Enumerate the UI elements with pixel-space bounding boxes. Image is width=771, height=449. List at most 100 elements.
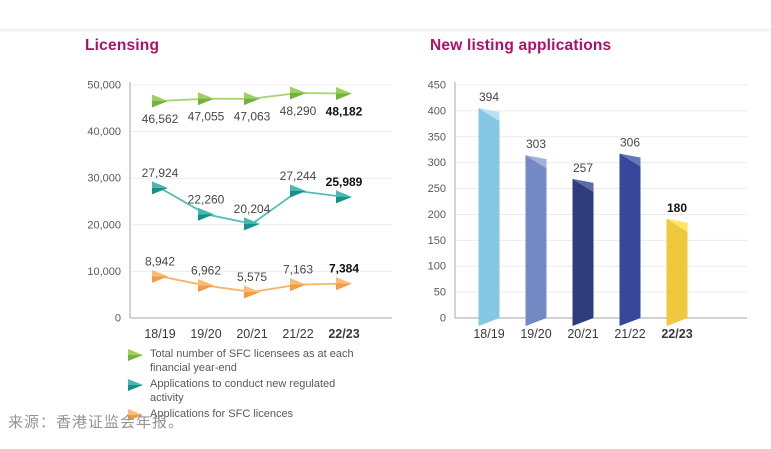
bar bbox=[666, 218, 688, 326]
card-top-divider bbox=[0, 29, 771, 32]
licensing-legend: Total number of SFC licensees as at each… bbox=[128, 348, 370, 422]
y-tick-label: 50,000 bbox=[87, 80, 121, 92]
triangle-marker-icon bbox=[336, 283, 352, 291]
x-axis-label: 22/23 bbox=[328, 327, 359, 341]
legend-item-label: Total number of SFC licensees as at each… bbox=[150, 348, 354, 374]
bar-value-label: 394 bbox=[479, 90, 499, 104]
x-axis-label: 19/20 bbox=[190, 327, 221, 341]
point-value-label: 27,924 bbox=[142, 166, 179, 180]
bar-top-face bbox=[619, 153, 641, 167]
triangle-marker-icon bbox=[290, 278, 306, 285]
triangle-marker-icon bbox=[336, 86, 352, 94]
bar-value-label: 303 bbox=[526, 137, 546, 151]
y-tick-label: 0 bbox=[440, 313, 446, 325]
y-tick-label: 400 bbox=[428, 105, 446, 117]
point-value-label: 25,989 bbox=[326, 175, 363, 189]
x-axis-label: 22/23 bbox=[661, 327, 692, 341]
point-value-label: 46,562 bbox=[142, 112, 179, 126]
triangle-marker-icon bbox=[336, 277, 352, 284]
x-axis-label: 21/22 bbox=[282, 327, 313, 341]
y-tick-label: 150 bbox=[428, 235, 446, 247]
bar-top-face bbox=[572, 178, 594, 192]
triangle-marker-icon bbox=[152, 276, 168, 283]
bar bbox=[525, 155, 547, 326]
y-tick-label: 20,000 bbox=[87, 219, 121, 231]
listing-chart-title: New listing applications bbox=[430, 37, 612, 54]
point-value-label: 48,290 bbox=[280, 104, 317, 118]
x-axis-label: 19/20 bbox=[520, 327, 551, 341]
triangle-marker-icon bbox=[198, 214, 214, 221]
bar-top-face bbox=[525, 155, 547, 169]
bar bbox=[478, 107, 500, 327]
triangle-marker-icon bbox=[128, 379, 143, 391]
legend-item-licensees: Total number of SFC licensees as at each… bbox=[128, 348, 370, 375]
point-value-label: 7,384 bbox=[329, 262, 359, 276]
bar-top-face bbox=[666, 218, 688, 232]
y-tick-label: 350 bbox=[428, 131, 446, 143]
y-tick-label: 30,000 bbox=[87, 173, 121, 185]
triangle-marker-icon bbox=[336, 196, 352, 204]
triangle-marker-icon bbox=[198, 279, 214, 286]
point-value-label: 8,942 bbox=[145, 254, 175, 268]
legend-item-label: Applications to conduct new regulated ac… bbox=[150, 378, 336, 404]
triangle-marker-icon bbox=[290, 92, 306, 100]
bar bbox=[572, 178, 594, 326]
triangle-marker-icon bbox=[128, 349, 143, 361]
point-value-label: 7,163 bbox=[283, 263, 313, 277]
bar-top-face bbox=[478, 107, 500, 121]
y-tick-label: 200 bbox=[428, 209, 446, 221]
triangle-marker-icon bbox=[152, 101, 168, 108]
point-value-label: 47,063 bbox=[234, 110, 271, 124]
legend-item-label: Applications for SFC licences bbox=[150, 408, 294, 420]
point-value-label: 48,182 bbox=[326, 104, 363, 118]
triangle-marker-icon bbox=[290, 86, 306, 93]
triangle-marker-icon bbox=[244, 292, 260, 299]
triangle-marker-icon bbox=[152, 187, 168, 195]
triangle-marker-icon bbox=[198, 98, 214, 106]
licensing-chart-title: Licensing bbox=[85, 37, 160, 54]
legend-item-sfc-licences: Applications for SFC licences bbox=[128, 408, 370, 422]
bar-value-label: 257 bbox=[573, 161, 593, 175]
x-axis-label: 21/22 bbox=[614, 327, 645, 341]
triangle-marker-icon bbox=[244, 98, 260, 106]
x-axis-label: 18/19 bbox=[473, 327, 504, 341]
x-axis-label: 18/19 bbox=[144, 327, 175, 341]
triangle-marker-icon bbox=[198, 92, 214, 99]
source-note: 来源：香港证监会年报。 bbox=[8, 414, 185, 431]
triangle-marker-icon bbox=[152, 94, 168, 102]
triangle-marker-icon bbox=[244, 285, 260, 293]
y-tick-label: 50 bbox=[434, 287, 446, 299]
triangle-marker-icon bbox=[152, 269, 168, 277]
y-tick-label: 450 bbox=[428, 80, 446, 92]
x-axis-label: 20/21 bbox=[236, 327, 267, 341]
triangle-marker-icon bbox=[290, 184, 306, 192]
y-tick-label: 300 bbox=[428, 157, 446, 169]
bar bbox=[619, 153, 641, 326]
triangle-marker-icon bbox=[244, 92, 260, 99]
y-tick-label: 40,000 bbox=[87, 126, 121, 138]
triangle-marker-icon bbox=[336, 190, 352, 197]
triangle-marker-icon bbox=[198, 207, 214, 215]
point-value-label: 5,575 bbox=[237, 270, 267, 284]
bar-value-label: 306 bbox=[620, 136, 640, 150]
triangle-marker-icon bbox=[336, 93, 352, 100]
x-axis-label: 20/21 bbox=[567, 327, 598, 341]
triangle-marker-icon bbox=[290, 284, 306, 292]
triangle-marker-icon bbox=[128, 409, 143, 421]
y-tick-label: 250 bbox=[428, 183, 446, 195]
y-tick-label: 100 bbox=[428, 261, 446, 273]
point-value-label: 22,260 bbox=[188, 192, 225, 206]
point-value-label: 20,204 bbox=[234, 202, 271, 216]
y-tick-label: 10,000 bbox=[87, 266, 121, 278]
legend-item-new-regulated-activity: Applications to conduct new regulated ac… bbox=[128, 378, 370, 405]
triangle-marker-icon bbox=[152, 181, 168, 188]
triangle-marker-icon bbox=[244, 217, 260, 224]
point-value-label: 6,962 bbox=[191, 264, 221, 278]
triangle-marker-icon bbox=[244, 223, 260, 231]
point-value-label: 47,055 bbox=[188, 110, 225, 124]
bar-value-label: 180 bbox=[667, 201, 687, 215]
point-value-label: 27,244 bbox=[280, 169, 317, 183]
y-tick-label: 0 bbox=[115, 313, 121, 325]
